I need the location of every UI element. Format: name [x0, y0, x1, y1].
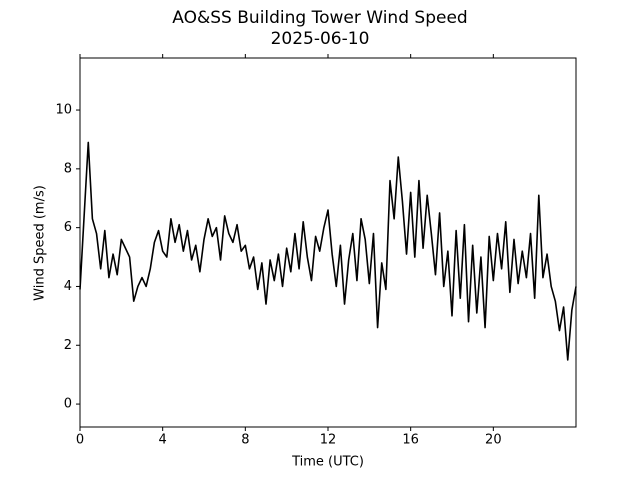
chart-title: AO&SS Building Tower Wind Speed	[172, 8, 467, 28]
y-tick-label: 8	[64, 161, 72, 176]
x-tick-label: 16	[402, 433, 419, 448]
x-tick-label: 12	[320, 433, 337, 448]
y-tick-label: 4	[64, 279, 72, 294]
y-tick-label: 2	[64, 338, 72, 353]
y-tick-label: 6	[64, 220, 72, 235]
y-tick-label: 10	[55, 103, 72, 118]
x-tick-label: 20	[485, 433, 502, 448]
x-tick-label: 0	[76, 433, 84, 448]
chart-subtitle: 2025-06-10	[271, 29, 370, 49]
data-line	[79, 141, 577, 361]
y-axis-label: Wind Speed (m/s)	[33, 185, 48, 301]
x-tick-label: 8	[241, 433, 249, 448]
y-tick-label: 0	[64, 397, 72, 412]
x-tick-label: 4	[159, 433, 167, 448]
x-axis-label: Time (UTC)	[291, 455, 364, 470]
plot-frame	[79, 57, 577, 428]
